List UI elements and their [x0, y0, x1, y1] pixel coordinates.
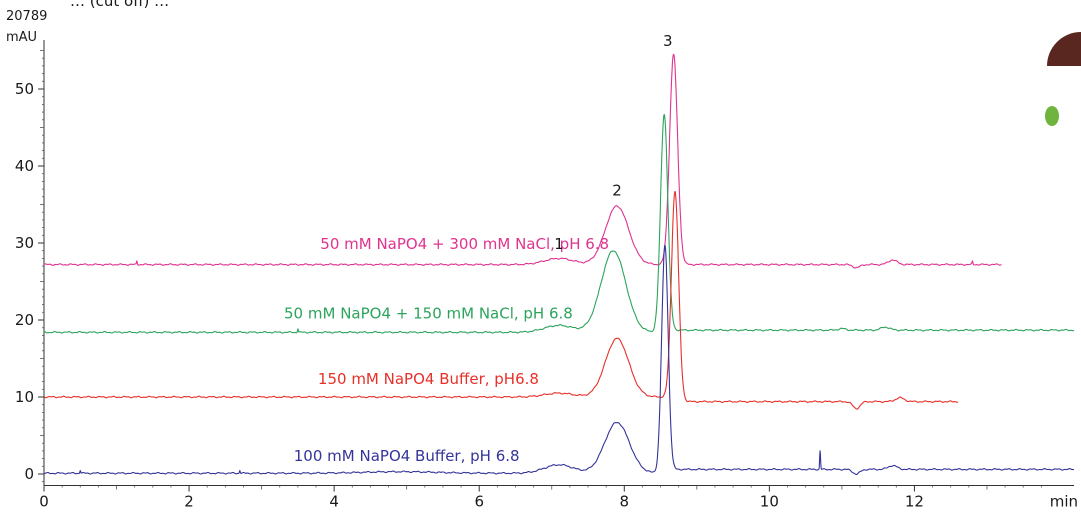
y-tick-label: 10	[15, 388, 34, 406]
y-tick-label: 0	[24, 465, 34, 483]
y-ticks: 0 10 20 30 40 50	[15, 50, 44, 483]
trace-labels: 50 mM NaPO4 + 300 mM NaCl, pH 6.8 50 mM N…	[284, 235, 609, 465]
trace-label: 50 mM NaPO4 + 150 mM NaCl, pH 6.8	[284, 304, 573, 322]
x-tick-label: 4	[329, 493, 339, 511]
y-tick-label: 30	[15, 234, 34, 252]
x-tick-label: 8	[620, 493, 630, 511]
x-tick-label: 12	[905, 493, 924, 511]
partial-round-logo	[1045, 32, 1081, 126]
y-axis-top-value: 20789	[6, 9, 47, 24]
header-text: … (cut off) …	[70, 0, 169, 10]
x-tick-label: 6	[474, 493, 484, 511]
y-tick-label: 50	[15, 80, 34, 98]
y-tick-label: 40	[15, 157, 34, 175]
y-axis-unit: mAU	[6, 30, 37, 45]
peak-label: 1	[554, 235, 564, 253]
peak-label: 3	[663, 32, 673, 50]
y-tick-label: 20	[15, 311, 34, 329]
x-tick-label: 0	[39, 493, 49, 511]
x-tick-label: 2	[184, 493, 194, 511]
x-tick-label: 10	[760, 493, 779, 511]
peak-labels: 1 2 3	[554, 32, 672, 253]
trace-line	[43, 190, 959, 410]
trace-label: 150 mM NaPO4 Buffer, pH6.8	[318, 370, 539, 388]
x-axis-unit: min	[1050, 493, 1078, 511]
peak-label: 2	[612, 181, 622, 199]
x-ticks: 0 2 4 6 8 10 12	[39, 485, 1042, 511]
trace-line	[43, 114, 1075, 334]
trace-line	[43, 53, 1002, 269]
traces	[43, 53, 1075, 475]
trace-line	[43, 244, 1075, 475]
trace-label: 100 mM NaPO4 Buffer, pH 6.8	[294, 447, 520, 465]
trace-label: 50 mM NaPO4 + 300 mM NaCl, pH 6.8	[320, 235, 609, 253]
